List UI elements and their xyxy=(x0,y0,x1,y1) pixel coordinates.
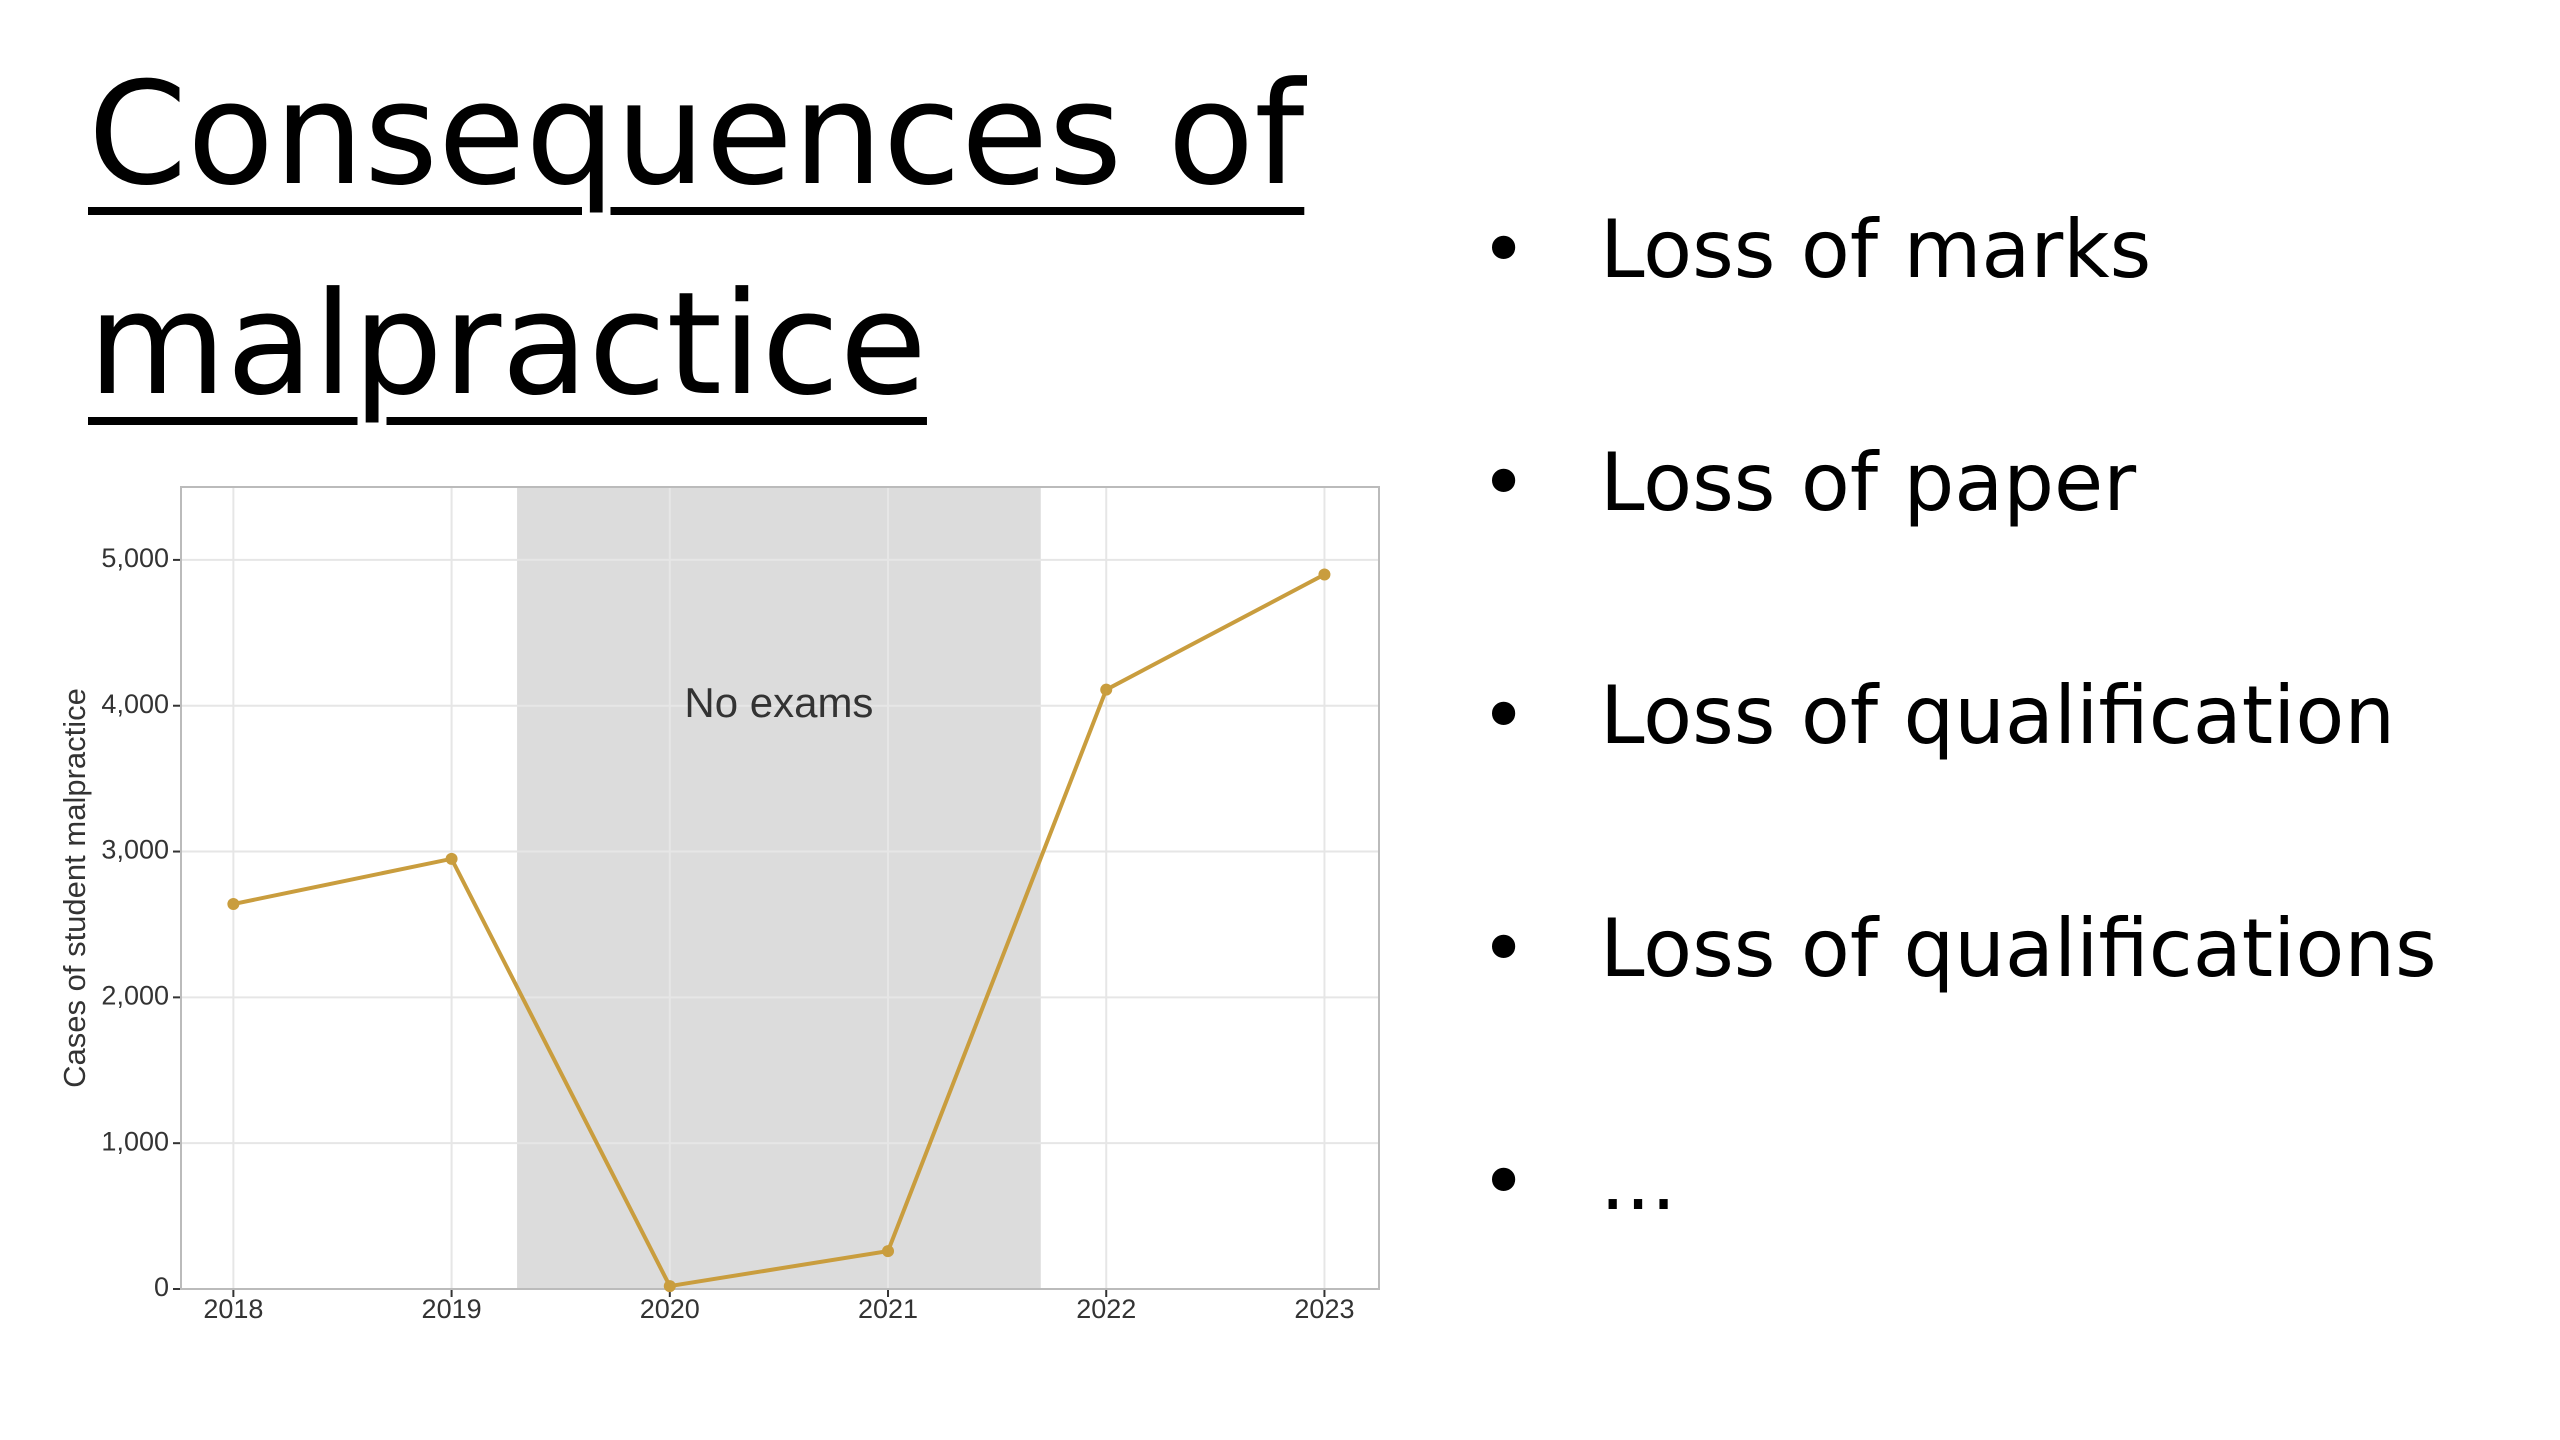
data-point xyxy=(1100,683,1113,696)
bullet-item: Loss of marks xyxy=(1480,190,2437,423)
y-tick-label: 1,000 xyxy=(101,1126,169,1156)
bullet-item: Loss of qualification xyxy=(1480,656,2437,889)
x-tick-label: 2021 xyxy=(858,1294,918,1324)
x-tick-label: 2022 xyxy=(1076,1294,1136,1324)
y-tick-label: 3,000 xyxy=(101,835,169,865)
data-point xyxy=(445,852,458,865)
data-point xyxy=(882,1245,895,1258)
y-tick-label: 0 xyxy=(154,1272,169,1302)
x-tick-label: 2023 xyxy=(1294,1294,1354,1324)
y-tick-label: 2,000 xyxy=(101,980,169,1010)
y-tick-label: 5,000 xyxy=(101,543,169,573)
plot-border xyxy=(180,486,1380,1290)
data-point xyxy=(663,1280,676,1293)
x-tick-label: 2019 xyxy=(422,1294,482,1324)
data-line xyxy=(232,572,1326,1289)
slide-title: Consequences of malpractice xyxy=(88,52,1305,427)
annotation: No exams xyxy=(684,679,873,726)
bullet-list: Loss of marksLoss of paperLoss of qualif… xyxy=(1480,190,2437,1355)
y-axis-label: Cases of student malpractice xyxy=(57,688,92,1088)
bullet-item: Loss of qualifications xyxy=(1480,889,2437,1122)
x-tick-label: 2020 xyxy=(640,1294,700,1324)
data-point xyxy=(1318,568,1331,581)
data-point xyxy=(227,898,240,911)
bullet-item: Loss of paper xyxy=(1480,423,2437,656)
x-tick-label: 2018 xyxy=(203,1294,263,1324)
shaded-region xyxy=(517,487,1041,1289)
y-tick-label: 4,000 xyxy=(101,689,169,719)
bullet-item: ... xyxy=(1480,1122,2437,1355)
